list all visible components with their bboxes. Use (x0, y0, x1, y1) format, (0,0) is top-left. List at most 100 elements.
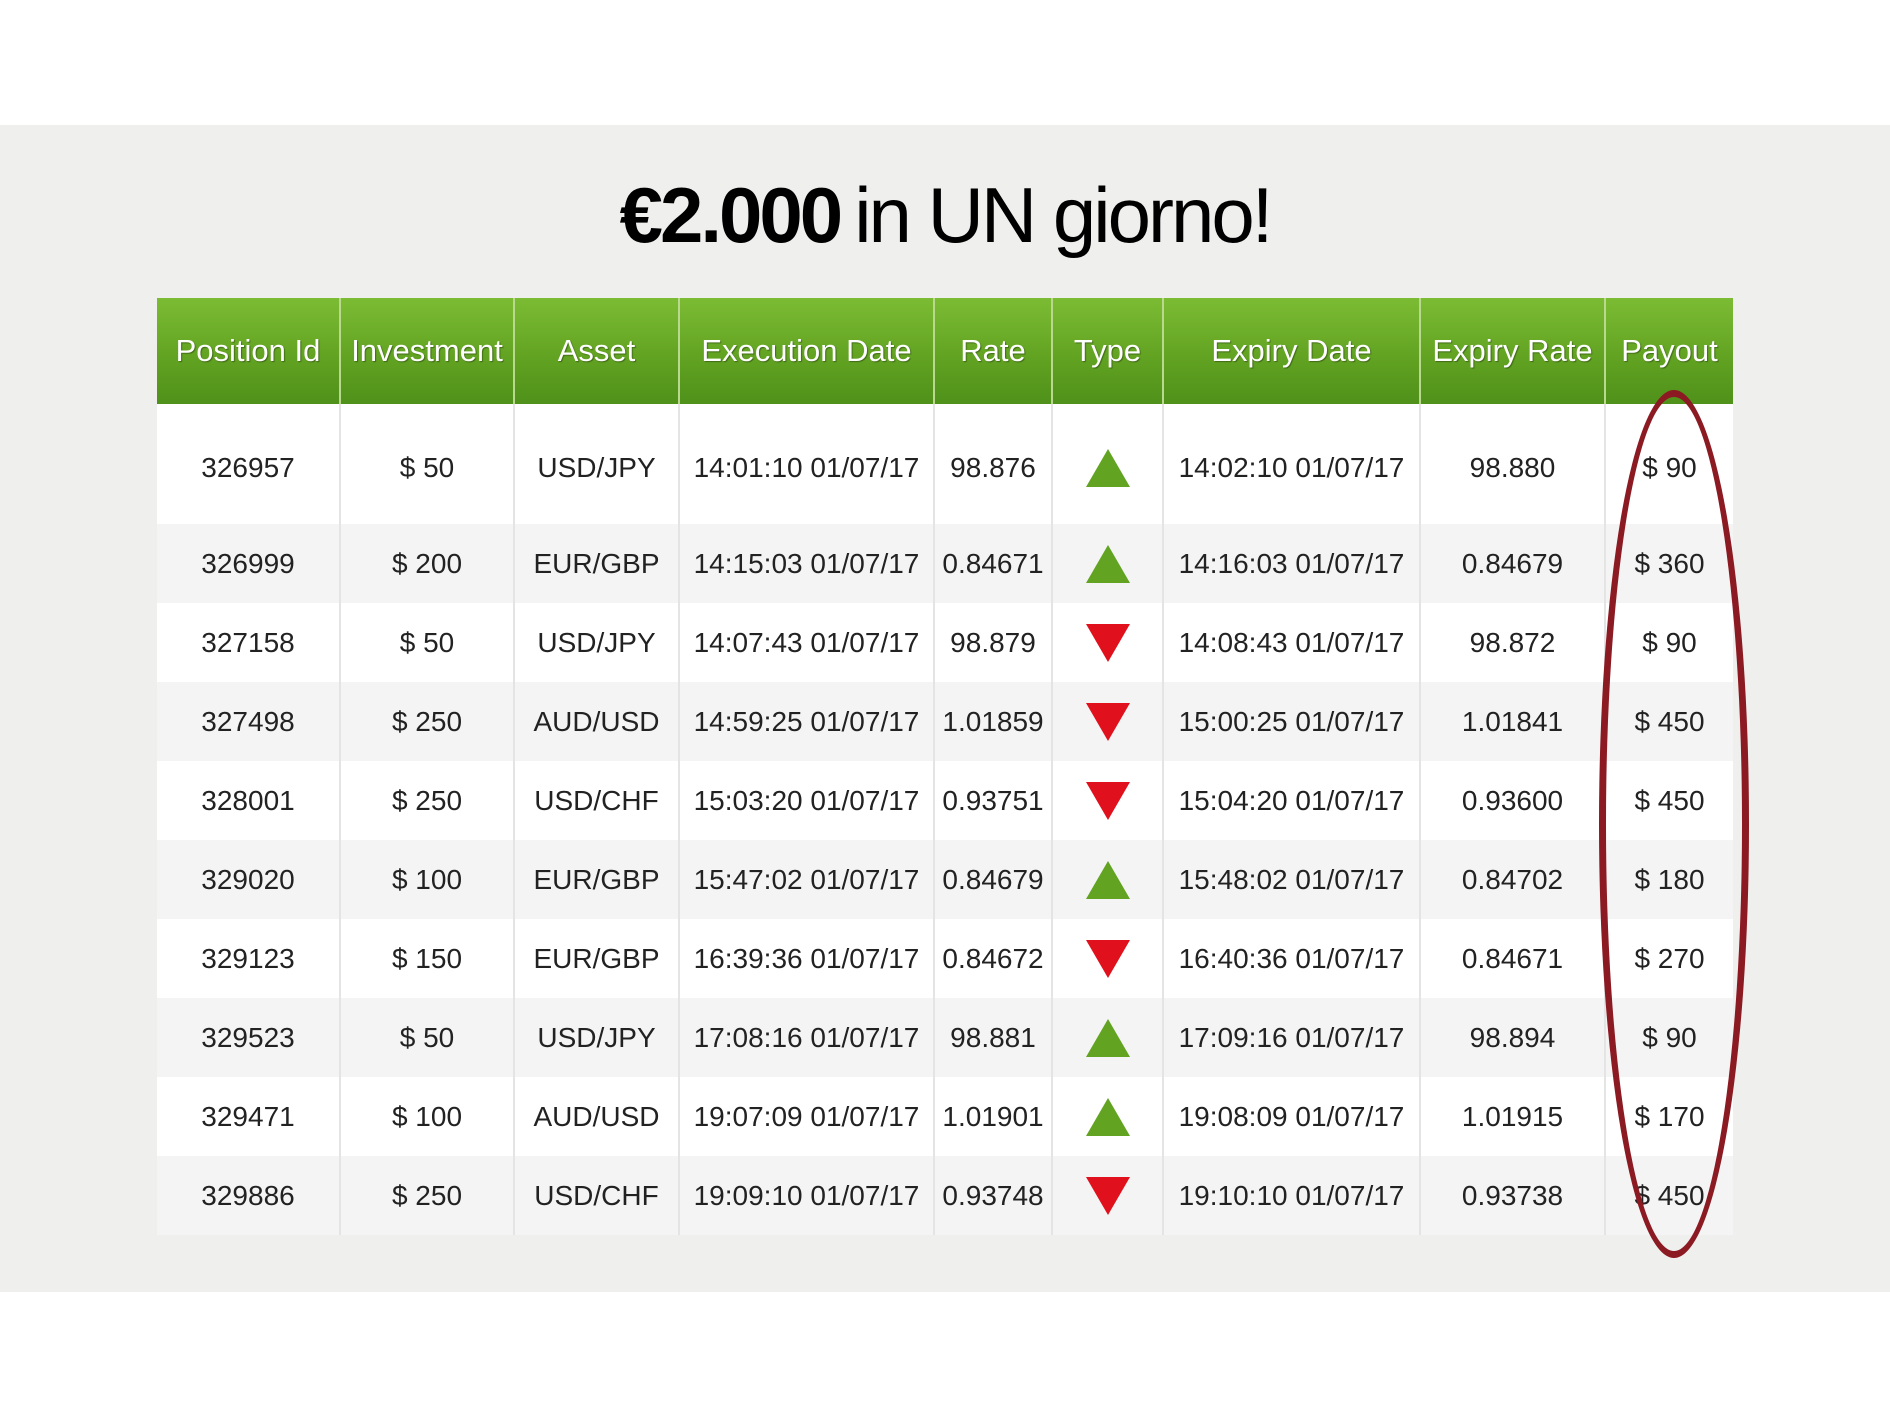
expiry-rate-cell: 1.01841 (1419, 682, 1605, 761)
execution-date-cell: 15:03:20 01/07/17 (678, 761, 934, 840)
table-header-row: Position Id Investment Asset Execution D… (157, 298, 1733, 404)
column-header-payout[interactable]: Payout (1604, 298, 1733, 404)
position-id-cell: 327498 (157, 682, 340, 761)
type-cell (1051, 840, 1163, 919)
expiry-rate-cell: 0.93600 (1419, 761, 1605, 840)
position-id-cell: 329523 (157, 998, 340, 1077)
investment-cell: $ 150 (339, 919, 514, 998)
execution-date-cell: 17:08:16 01/07/17 (678, 998, 934, 1077)
arrow-up-icon (1085, 1018, 1130, 1057)
execution-date-cell: 19:09:10 01/07/17 (678, 1156, 934, 1235)
rate-cell: 0.84671 (933, 524, 1052, 603)
investment-cell: $ 50 (339, 404, 514, 524)
column-header-execution-date[interactable]: Execution Date (678, 298, 934, 404)
asset-cell: USD/JPY (513, 998, 679, 1077)
column-header-expiry-rate[interactable]: Expiry Rate (1419, 298, 1605, 404)
execution-date-cell: 14:15:03 01/07/17 (678, 524, 934, 603)
expiry-date-cell: 19:08:09 01/07/17 (1162, 1077, 1420, 1156)
rate-cell: 0.93751 (933, 761, 1052, 840)
arrow-down-icon (1085, 623, 1130, 662)
trades-table: Position Id Investment Asset Execution D… (157, 298, 1733, 1235)
expiry-rate-cell: 98.872 (1419, 603, 1605, 682)
rate-cell: 1.01901 (933, 1077, 1052, 1156)
rate-cell: 98.881 (933, 998, 1052, 1077)
payout-cell: $ 180 (1604, 840, 1733, 919)
type-cell (1051, 524, 1163, 603)
rate-cell: 98.879 (933, 603, 1052, 682)
column-header-position-id[interactable]: Position Id (157, 298, 340, 404)
asset-cell: EUR/GBP (513, 524, 679, 603)
expiry-rate-cell: 0.84679 (1419, 524, 1605, 603)
table-row: 329523 $ 50 USD/JPY 17:08:16 01/07/17 98.881… (157, 998, 1733, 1077)
expiry-date-cell: 16:40:36 01/07/17 (1162, 919, 1420, 998)
investment-cell: $ 250 (339, 682, 514, 761)
investment-cell: $ 50 (339, 998, 514, 1077)
execution-date-cell: 16:39:36 01/07/17 (678, 919, 934, 998)
title-amount: €2.000 (619, 171, 844, 259)
investment-cell: $ 250 (339, 761, 514, 840)
type-cell (1051, 1156, 1163, 1235)
execution-date-cell: 14:01:10 01/07/17 (678, 404, 934, 524)
asset-cell: AUD/USD (513, 682, 679, 761)
payout-cell: $ 90 (1604, 404, 1733, 524)
column-header-asset[interactable]: Asset (513, 298, 679, 404)
table-row: 327498 $ 250 AUD/USD 14:59:25 01/07/17 1.018… (157, 682, 1733, 761)
position-id-cell: 329123 (157, 919, 340, 998)
position-id-cell: 329886 (157, 1156, 340, 1235)
execution-date-cell: 14:07:43 01/07/17 (678, 603, 934, 682)
arrow-down-icon (1085, 939, 1130, 978)
expiry-date-cell: 17:09:16 01/07/17 (1162, 998, 1420, 1077)
asset-cell: AUD/USD (513, 1077, 679, 1156)
position-id-cell: 326999 (157, 524, 340, 603)
expiry-rate-cell: 0.84702 (1419, 840, 1605, 919)
expiry-date-cell: 15:48:02 01/07/17 (1162, 840, 1420, 919)
investment-cell: $ 100 (339, 840, 514, 919)
asset-cell: EUR/GBP (513, 840, 679, 919)
table-row: 327158 $ 50 USD/JPY 14:07:43 01/07/17 98.879… (157, 603, 1733, 682)
payout-cell: $ 270 (1604, 919, 1733, 998)
rate-cell: 0.84672 (933, 919, 1052, 998)
payout-cell: $ 450 (1604, 1156, 1733, 1235)
column-header-rate[interactable]: Rate (933, 298, 1052, 404)
rate-cell: 0.84679 (933, 840, 1052, 919)
expiry-rate-cell: 0.93738 (1419, 1156, 1605, 1235)
rate-cell: 1.01859 (933, 682, 1052, 761)
payout-cell: $ 90 (1604, 603, 1733, 682)
investment-cell: $ 100 (339, 1077, 514, 1156)
type-cell (1051, 603, 1163, 682)
expiry-date-cell: 19:10:10 01/07/17 (1162, 1156, 1420, 1235)
asset-cell: EUR/GBP (513, 919, 679, 998)
column-header-investment[interactable]: Investment (339, 298, 514, 404)
table-row: 329123 $ 150 EUR/GBP 16:39:36 01/07/17 0.846… (157, 919, 1733, 998)
payout-cell: $ 170 (1604, 1077, 1733, 1156)
payout-cell: $ 360 (1604, 524, 1733, 603)
execution-date-cell: 19:07:09 01/07/17 (678, 1077, 934, 1156)
column-header-type[interactable]: Type (1051, 298, 1163, 404)
arrow-down-icon (1085, 781, 1130, 820)
asset-cell: USD/JPY (513, 404, 679, 524)
expiry-rate-cell: 98.880 (1419, 404, 1605, 524)
position-id-cell: 326957 (157, 404, 340, 524)
asset-cell: USD/CHF (513, 761, 679, 840)
arrow-up-icon (1085, 1097, 1130, 1136)
table-row: 329471 $ 100 AUD/USD 19:07:09 01/07/17 1.019… (157, 1077, 1733, 1156)
expiry-date-cell: 15:04:20 01/07/17 (1162, 761, 1420, 840)
expiry-rate-cell: 1.01915 (1419, 1077, 1605, 1156)
table-row: 326999 $ 200 EUR/GBP 14:15:03 01/07/17 0.846… (157, 524, 1733, 603)
execution-date-cell: 15:47:02 01/07/17 (678, 840, 934, 919)
expiry-date-cell: 14:02:10 01/07/17 (1162, 404, 1420, 524)
column-header-expiry-date[interactable]: Expiry Date (1162, 298, 1420, 404)
payout-cell: $ 450 (1604, 682, 1733, 761)
expiry-rate-cell: 98.894 (1419, 998, 1605, 1077)
position-id-cell: 327158 (157, 603, 340, 682)
page-title: €2.000 in UN giorno! (0, 165, 1890, 265)
arrow-up-icon (1085, 449, 1130, 487)
type-cell (1051, 1077, 1163, 1156)
position-id-cell: 329471 (157, 1077, 340, 1156)
asset-cell: USD/JPY (513, 603, 679, 682)
table-row: 329020 $ 100 EUR/GBP 15:47:02 01/07/17 0.846… (157, 840, 1733, 919)
expiry-date-cell: 15:00:25 01/07/17 (1162, 682, 1420, 761)
arrow-down-icon (1085, 1176, 1130, 1215)
payout-cell: $ 450 (1604, 761, 1733, 840)
arrow-down-icon (1085, 702, 1130, 741)
